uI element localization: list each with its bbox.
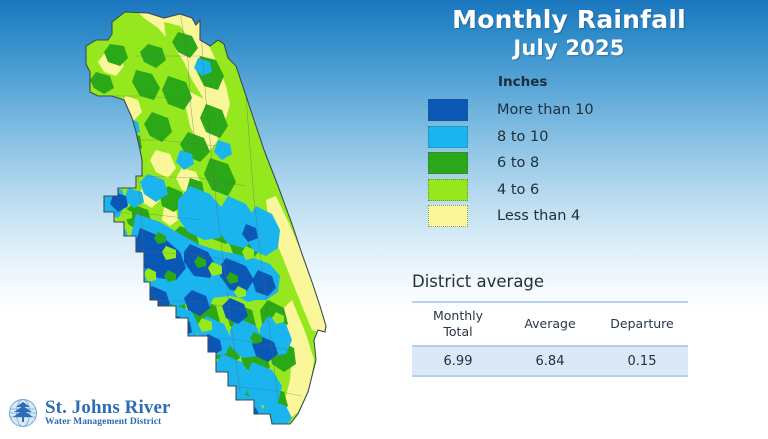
logo-tagline: Water Management District: [45, 417, 162, 428]
map-title-block: Monthly Rainfall July 2025: [404, 6, 734, 61]
column-header-monthly-total-line2: Total: [443, 324, 473, 339]
district-average-table: Monthly Total Average Departure 6.99 6.8…: [412, 301, 688, 377]
legend-swatch-6-to-8: [428, 152, 468, 175]
value-monthly-total: 6.99: [443, 353, 473, 369]
legend-item-4-to-6: 4 to 6: [428, 177, 728, 204]
district-average-title: District average: [412, 272, 545, 291]
legend-item-more-than-10: More than 10: [428, 97, 728, 124]
legend-label-6-to-8: 6 to 8: [497, 155, 540, 172]
legend-label-more-than-10: More than 10: [497, 102, 594, 119]
table-mid-rule: [412, 345, 688, 347]
table-top-rule: [412, 301, 688, 303]
legend-swatch-4-to-6: [428, 178, 468, 201]
page-title: Monthly Rainfall: [452, 5, 686, 34]
district-average-section: District average Monthly Total Average D…: [412, 272, 702, 377]
legend-item-6-to-8: 6 to 8: [428, 150, 728, 177]
page-subtitle: July 2025: [513, 36, 625, 60]
table-data-row: 6.99 6.84 0.15: [412, 347, 688, 375]
logo-text: St. Johns River Water Management Distric…: [45, 398, 171, 428]
district-outline: [85, 11, 327, 425]
value-average: 6.84: [535, 353, 565, 369]
county-boundaries: [90, 12, 303, 401]
column-header-monthly-total-line1: Monthly: [432, 308, 484, 324]
column-header-departure: Departure: [610, 316, 674, 332]
column-header-monthly-total: Monthly Total: [412, 308, 504, 339]
column-header-average: Average: [524, 316, 576, 332]
legend-swatch-less-than-4: [428, 205, 468, 228]
value-departure: 0.15: [627, 353, 657, 369]
legend-item-8-to-10: 8 to 10: [428, 124, 728, 151]
table-header-row: Monthly Total Average Departure: [412, 303, 688, 345]
legend-item-less-than-4: Less than 4: [428, 203, 728, 230]
logo-name: St. Johns River: [45, 397, 171, 419]
globe-tree-icon: [9, 399, 37, 427]
legend-label-4-to-6: 4 to 6: [497, 181, 540, 198]
rainfall-map[interactable]: [40, 0, 350, 439]
legend-label-less-than-4: Less than 4: [497, 208, 581, 225]
legend-heading: Inches: [498, 74, 548, 90]
legend-label-8-to-10: 8 to 10: [497, 128, 549, 145]
organization-logo[interactable]: St. Johns River Water Management Distric…: [8, 398, 171, 428]
legend: Inches More than 10 8 to 10 6 to 8 4 to …: [428, 74, 728, 230]
legend-swatch-more-than-10: [428, 99, 468, 122]
legend-swatch-8-to-10: [428, 125, 468, 148]
table-bottom-rule: [412, 375, 688, 377]
